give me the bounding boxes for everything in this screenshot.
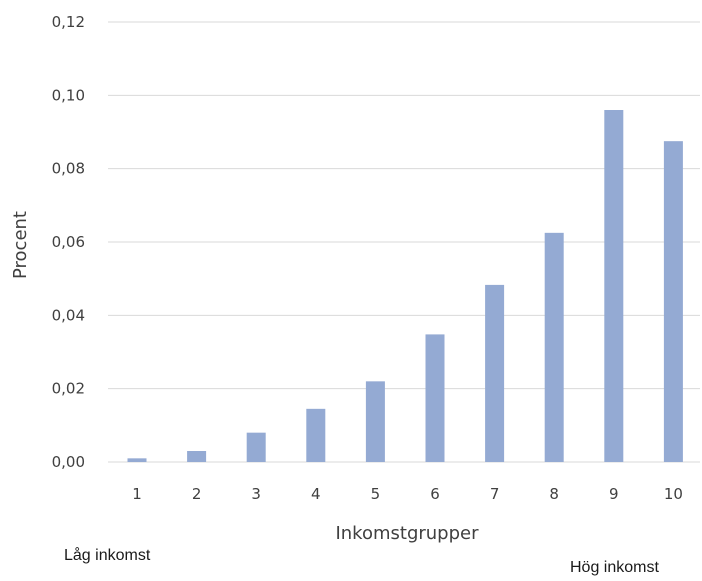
x-tick-label: 5 — [371, 485, 381, 503]
x-tick-label: 6 — [430, 485, 440, 503]
x-tick-labels: 1 2 3 4 5 6 7 8 9 10 — [132, 485, 683, 503]
y-axis-label: Procent — [10, 211, 31, 279]
x-tick-label: 1 — [132, 485, 142, 503]
y-tick-label: 0,12 — [52, 13, 85, 31]
y-tick-label: 0,10 — [52, 86, 85, 104]
y-tick-label: 0,00 — [52, 453, 85, 471]
bars — [127, 110, 683, 462]
y-tick-label: 0,02 — [52, 380, 85, 398]
x-tick-label: 10 — [664, 485, 683, 503]
bar — [365, 381, 385, 462]
bar — [485, 284, 505, 462]
bar — [425, 334, 445, 462]
bar — [306, 408, 326, 462]
x-tick-label: 2 — [192, 485, 202, 503]
x-tick-label: 4 — [311, 485, 321, 503]
y-tick-label: 0,04 — [52, 306, 85, 324]
y-tick-labels: 0,00 0,02 0,04 0,06 0,08 0,10 0,12 — [52, 13, 85, 471]
x-tick-label: 8 — [549, 485, 559, 503]
bar — [246, 432, 266, 462]
x-tick-label: 9 — [609, 485, 619, 503]
x-axis-label: Inkomstgrupper — [335, 523, 479, 544]
bar — [604, 110, 624, 462]
y-tick-label: 0,08 — [52, 160, 85, 178]
bar — [187, 451, 207, 462]
x-tick-label: 3 — [251, 485, 261, 503]
gridlines — [108, 21, 700, 463]
bar — [544, 232, 564, 462]
high-income-note: Hög inkomst — [570, 559, 659, 576]
bar — [127, 458, 147, 462]
y-tick-label: 0,06 — [52, 233, 85, 251]
low-income-note: Låg inkomst — [64, 547, 151, 564]
x-tick-label: 7 — [490, 485, 500, 503]
bar — [663, 141, 683, 462]
